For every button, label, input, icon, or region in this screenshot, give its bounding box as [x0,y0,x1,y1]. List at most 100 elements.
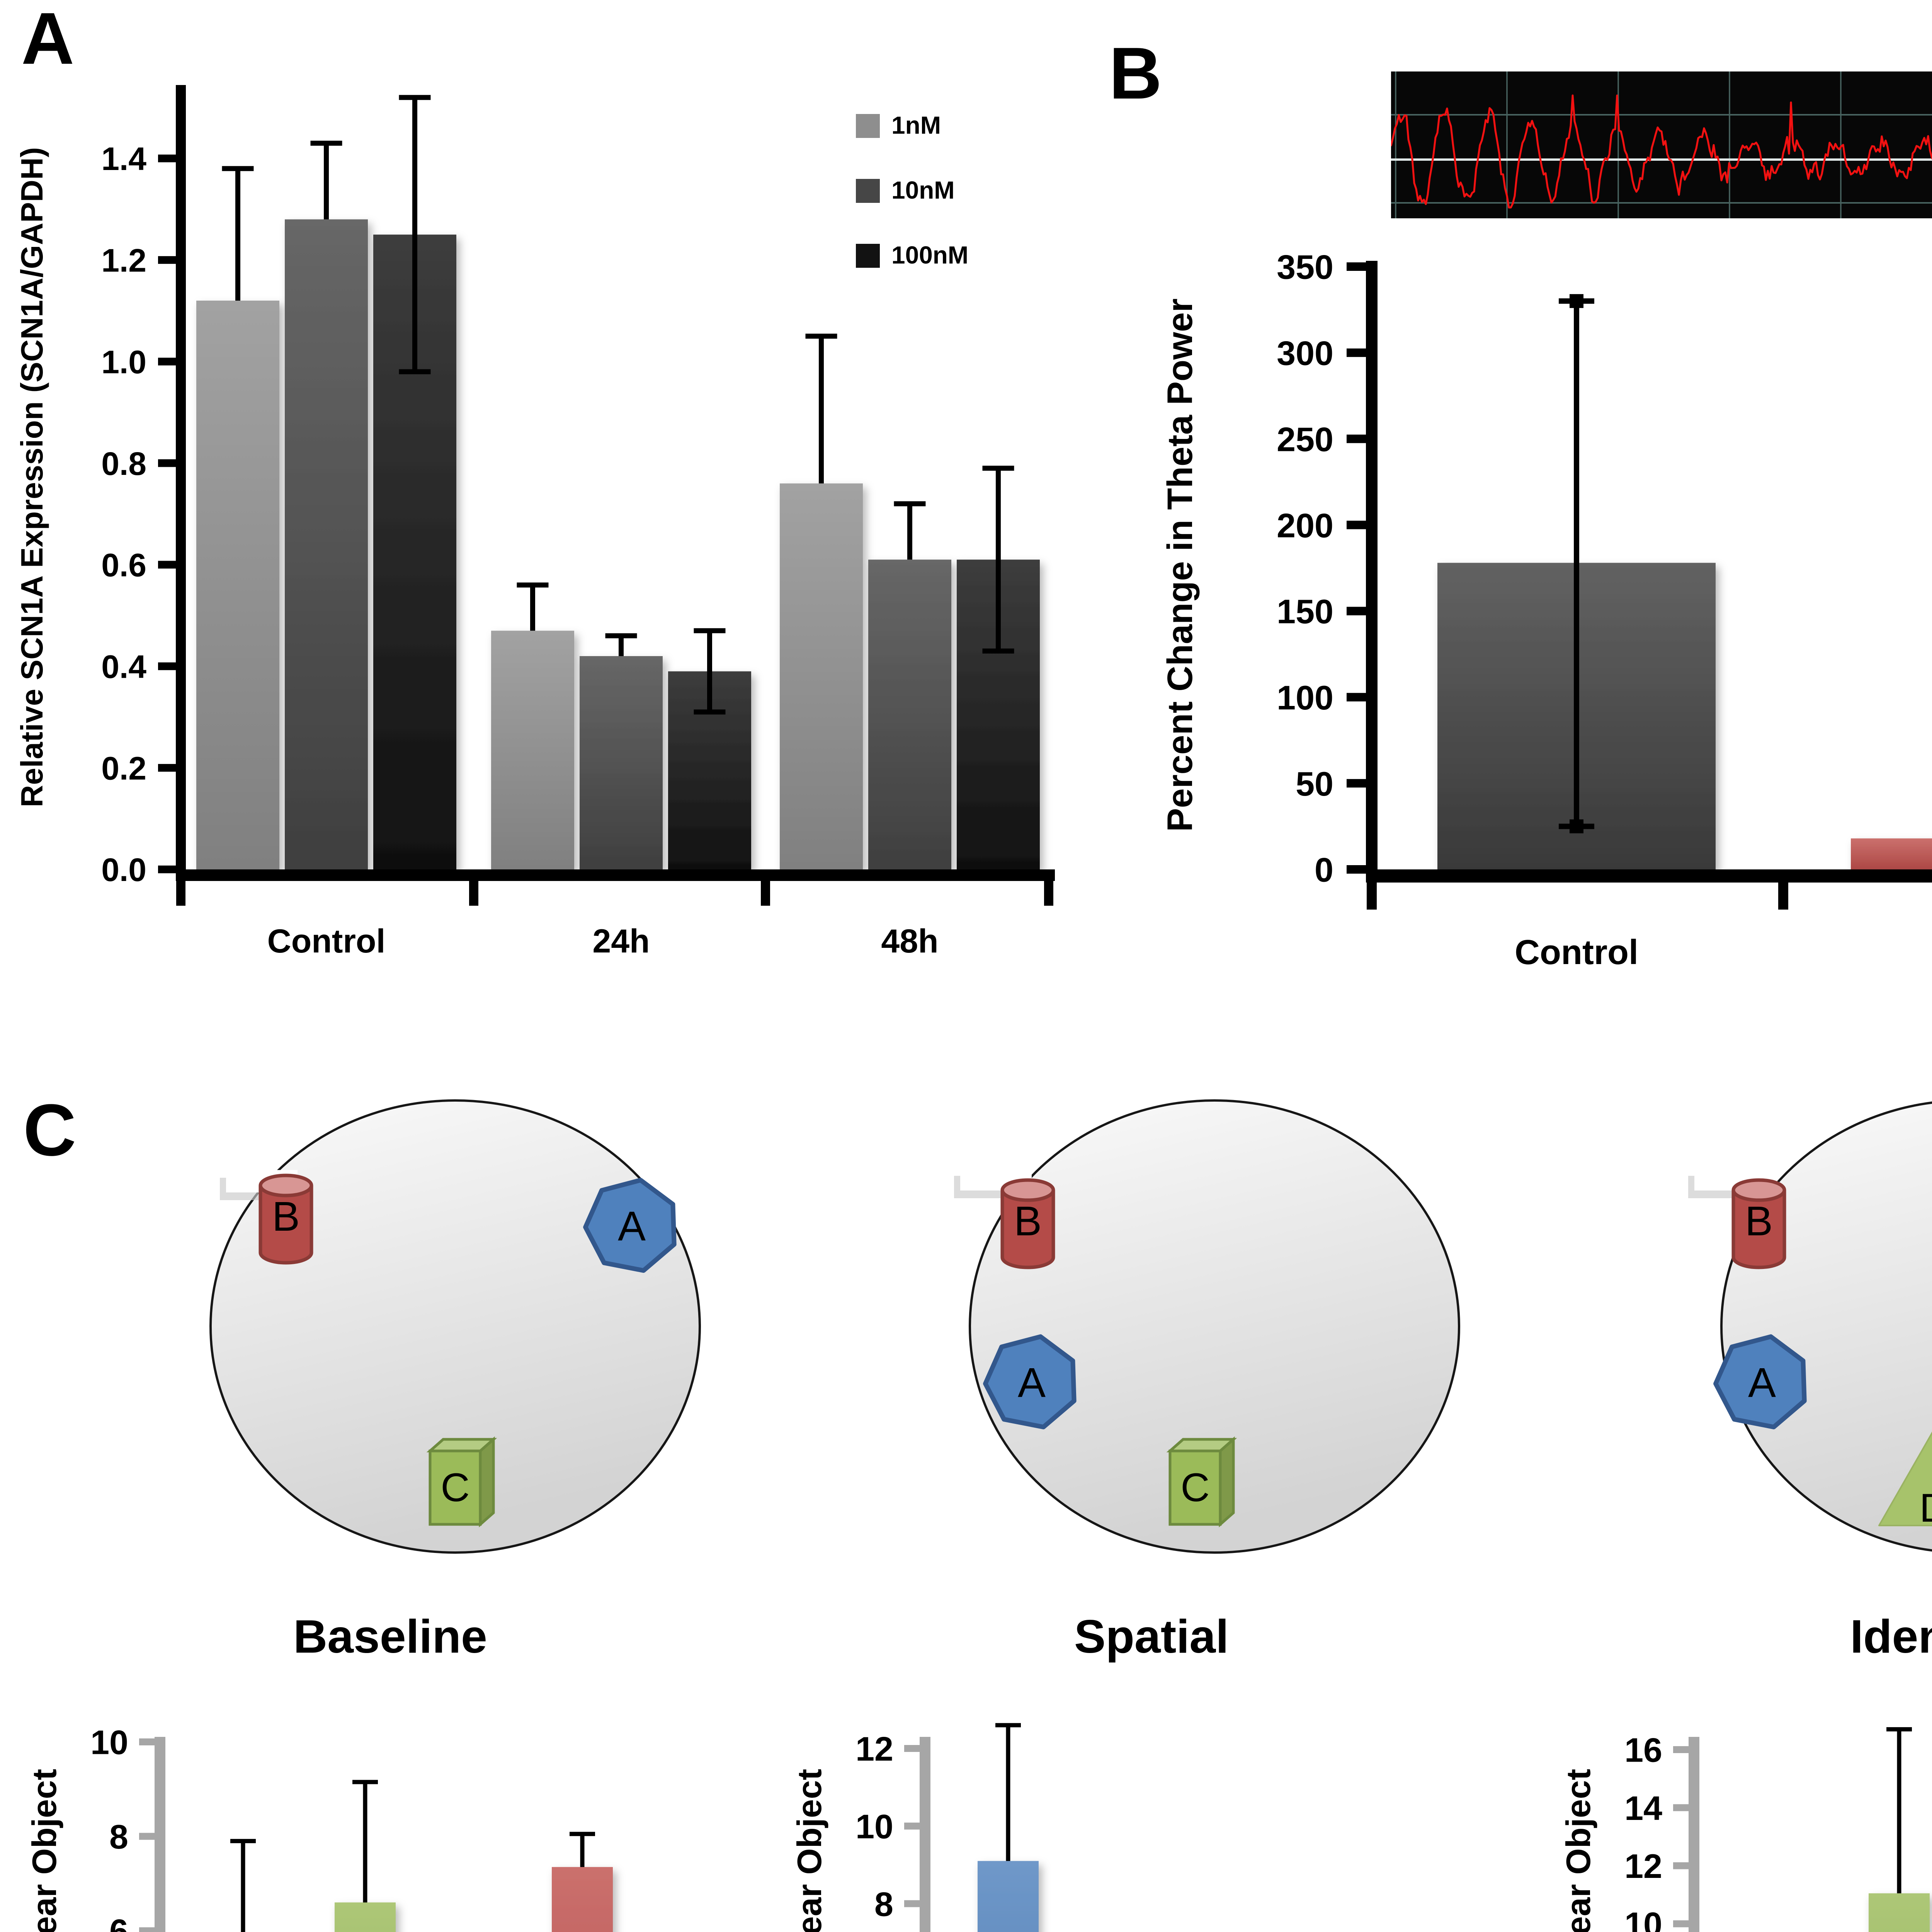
svg-text:0: 0 [1315,851,1333,889]
svg-text:0.8: 0.8 [101,446,146,482]
svg-text:0.6: 0.6 [101,547,146,583]
y-axis-label: Percent Time Near Object [790,1769,828,1932]
object-heptagon-A: A [983,1334,1077,1430]
svg-text:100: 100 [1277,679,1333,717]
svg-text:C: C [440,1465,469,1510]
svg-text:14: 14 [1624,1789,1662,1827]
object-cylinder-B: B [259,1173,313,1265]
error-bars [995,1723,1021,1861]
bars [1437,563,1932,869]
x-axis-separator-ticks [176,881,1053,906]
object-cylinder-B: B [1731,1178,1786,1269]
bar-10nM-24h [580,656,663,869]
category-label-48h: 48h [881,923,938,960]
identity-object-bar-chart: Percent Time Near Object0246810121416Con… [1559,1727,1930,1932]
bar-C-Control [335,1902,396,1932]
arena-baseline-diagram: B A C [209,1099,701,1554]
svg-text:B: B [1014,1197,1042,1244]
svg-text:0.0: 0.0 [101,852,146,888]
svg-text:12: 12 [855,1730,893,1768]
arena-spatial-title: Spatial [1074,1610,1229,1663]
svg-text:6: 6 [109,1912,128,1932]
bars [335,1867,613,1932]
svg-text:10: 10 [90,1723,128,1762]
svg-text:250: 250 [1277,420,1333,458]
bar-A-Control [978,1861,1039,1932]
y-axis-label: Relative SCN1A Expression (SCN1A/GAPDH) [15,147,49,808]
error-bars [230,1780,595,1932]
svg-text:10: 10 [855,1808,893,1846]
svg-text:A: A [618,1202,646,1249]
bars [196,219,1040,869]
svg-text:A: A [1018,1359,1046,1406]
bar-10nM-Control [285,219,368,869]
eeg-theta-trace-inset [1391,71,1932,218]
arena-identity-diagram: B A D [1688,1101,1932,1552]
baseline-object-bar-chart: Percent Time Near Object0246810ControlSC… [25,1723,613,1932]
bar-1nM-Control [196,301,279,869]
svg-text:350: 350 [1277,248,1333,286]
svg-text:200: 200 [1277,506,1333,544]
panel-b-label: B [1109,32,1162,114]
y-axis-label: Percent Time Near Object [1559,1769,1597,1932]
svg-text:12: 12 [1624,1847,1662,1885]
svg-text:D: D [1919,1486,1932,1531]
y-axis-ticks: 024681012 [855,1730,922,1923]
object-heptagon-A: A [1713,1334,1807,1430]
x-axis-line [176,869,1055,881]
x-axis-separator-ticks [1367,883,1788,910]
arena-baseline-title: Baseline [293,1610,487,1663]
bar-1nM-48h [780,483,863,869]
legend-swatch-10nM [856,179,880,203]
category-label-Control: Control [1515,933,1638,972]
scn1a-expression-bar-chart: Relative SCN1A Expression (SCN1A/GAPDH) 0… [15,85,1055,960]
y-axis-line [155,1737,165,1932]
y-axis-ticks: 0.0 0.2 0.4 0.6 0.8 1.0 1.2 1.4 [101,141,178,888]
legend-label-100nM: 100nM [891,241,968,269]
legend-label-1nM: 1nM [891,111,941,139]
bar-Percent Change-SCN1A [1851,838,1932,869]
arena-circle [969,1099,1460,1554]
category-label-SCN1A: SCN1A [1931,933,1932,972]
legend: 1nM 10nM 100nM [856,111,968,269]
eeg-background [1391,71,1932,218]
object-cylinder-B: B [1000,1178,1055,1269]
y-axis-line [920,1737,930,1932]
x-axis-line [1366,869,1932,883]
svg-text:10: 10 [1624,1905,1662,1932]
bars [978,1861,1039,1932]
y-axis-label: Percent Change in Theta Power [1160,298,1200,832]
y-axis-label: Percent Time Near Object [25,1769,63,1932]
y-axis-line [1689,1737,1699,1932]
error-bars [1559,294,1594,833]
svg-text:1.2: 1.2 [101,242,146,279]
object-triangle-D: D [1878,1431,1932,1531]
arena-spatial-diagram: B A C [954,1099,1460,1554]
svg-text:50: 50 [1296,765,1333,803]
object-heptagon-A: A [583,1178,677,1273]
error-bars [222,95,1014,715]
legend-swatch-100nM [856,244,880,268]
svg-text:8: 8 [109,1818,128,1856]
svg-text:8: 8 [874,1885,893,1923]
svg-text:B: B [1745,1197,1773,1244]
spatial-object-bar-chart: Percent Time Near Object024681012Control… [790,1723,1039,1932]
y-axis-ticks: 0246810 [90,1723,157,1932]
object-box-C: C [1166,1436,1237,1527]
svg-text:300: 300 [1277,334,1333,372]
object-box-C: C [426,1436,497,1527]
error-bars [1886,1727,1912,1893]
panel-a-label: A [21,0,75,80]
category-label-24h: 24h [592,923,650,960]
arena-identity-title: Identity [1850,1610,1932,1663]
bars [1869,1893,1930,1932]
y-axis-ticks: 0 50 100 150 200 250 300 350 [1277,248,1368,889]
svg-text:1.4: 1.4 [101,141,146,177]
y-axis-line [176,85,186,869]
svg-text:0.4: 0.4 [101,649,146,685]
svg-text:A: A [1748,1359,1776,1406]
y-axis-ticks: 0246810121416 [1624,1731,1691,1932]
bar-10nM-48h [868,560,951,869]
y-axis-line [1366,261,1378,869]
